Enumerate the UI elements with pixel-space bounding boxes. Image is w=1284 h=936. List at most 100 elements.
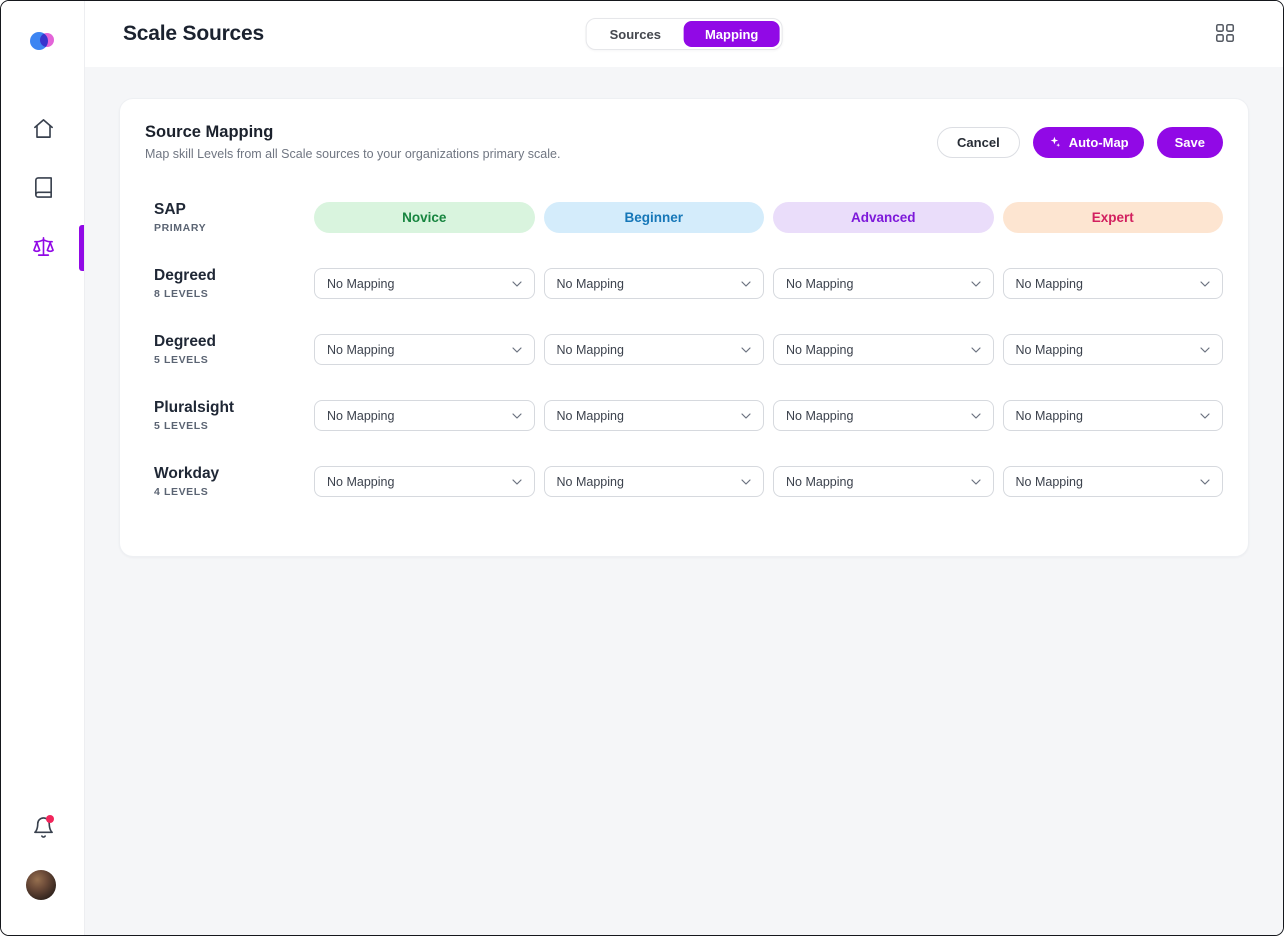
dropdown-value: No Mapping <box>556 342 624 357</box>
source-name: Degreed <box>154 333 217 350</box>
dropdown-value: No Mapping <box>327 474 395 489</box>
mapping-row-pluralsight: Pluralsight 5 LEVELS No Mapping No Mappi… <box>145 399 1223 432</box>
tab-mapping[interactable]: Mapping <box>683 21 780 47</box>
sidebar-item-home[interactable] <box>29 116 57 144</box>
save-button[interactable]: Save <box>1156 126 1223 158</box>
mapping-dropdown[interactable]: No Mapping <box>314 268 535 299</box>
sparkles-icon <box>1048 135 1062 149</box>
mapping-dropdown[interactable]: No Mapping <box>1002 400 1223 431</box>
level-pill-novice: Novice <box>314 202 535 233</box>
mapping-dropdown[interactable]: No Mapping <box>1002 466 1223 497</box>
sidebar <box>1 1 85 935</box>
notifications-button[interactable] <box>29 815 57 843</box>
dropdown-value: No Mapping <box>327 342 395 357</box>
view-switcher: Sources Mapping <box>585 18 783 50</box>
source-name: Degreed <box>154 267 217 284</box>
mapping-row-degreed-8: Degreed 8 LEVELS No Mapping No Mapping N… <box>145 267 1223 300</box>
chevron-down-icon <box>738 408 754 424</box>
dropdown-value: No Mapping <box>1015 342 1083 357</box>
mapping-row-workday: Workday 4 LEVELS No Mapping No Mapping N… <box>145 465 1223 498</box>
mapping-dropdown[interactable]: No Mapping <box>314 400 535 431</box>
notification-badge <box>46 815 54 823</box>
grid-icon <box>1214 22 1236 47</box>
content-area: Source Mapping Map skill Levels from all… <box>85 67 1283 935</box>
dropdown-value: No Mapping <box>786 276 854 291</box>
home-icon <box>32 117 55 143</box>
mapping-dropdown[interactable]: No Mapping <box>543 400 764 431</box>
dropdown-value: No Mapping <box>556 276 624 291</box>
scales-icon <box>32 235 55 261</box>
mapping-dropdown[interactable]: No Mapping <box>773 334 994 365</box>
source-sublabel: 8 LEVELS <box>154 288 209 300</box>
row-label: Workday 4 LEVELS <box>145 465 305 498</box>
card-title: Source Mapping <box>145 123 274 141</box>
sidebar-item-library[interactable] <box>29 175 57 203</box>
mapping-dropdown[interactable]: No Mapping <box>543 466 764 497</box>
sidebar-item-scales[interactable] <box>29 234 57 262</box>
dropdown-value: No Mapping <box>786 342 854 357</box>
dropdown-value: No Mapping <box>1015 408 1083 423</box>
dropdown-value: No Mapping <box>1015 276 1083 291</box>
chevron-down-icon <box>968 342 984 358</box>
level-pill-beginner: Beginner <box>543 202 764 233</box>
mapping-dropdown[interactable]: No Mapping <box>314 466 535 497</box>
source-name: Pluralsight <box>154 399 235 416</box>
chevron-down-icon <box>738 474 754 490</box>
source-sublabel: 4 LEVELS <box>154 486 209 498</box>
active-nav-indicator <box>79 225 84 271</box>
cancel-button[interactable]: Cancel <box>937 126 1020 158</box>
mapping-dropdown[interactable]: No Mapping <box>773 400 994 431</box>
tab-sources[interactable]: Sources <box>589 21 682 47</box>
auto-map-label: Auto-Map <box>1068 134 1129 150</box>
source-name: SAP <box>154 201 186 218</box>
chevron-down-icon <box>1197 342 1213 358</box>
chevron-down-icon <box>968 408 984 424</box>
mapping-dropdown[interactable]: No Mapping <box>1002 268 1223 299</box>
mapping-dropdown[interactable]: No Mapping <box>773 268 994 299</box>
mapping-dropdown[interactable]: No Mapping <box>543 268 764 299</box>
source-sublabel: 5 LEVELS <box>154 420 209 432</box>
chevron-down-icon <box>968 276 984 292</box>
level-pill-expert: Expert <box>1002 202 1223 233</box>
chevron-down-icon <box>738 342 754 358</box>
row-label: Degreed 8 LEVELS <box>145 267 305 300</box>
row-label: Degreed 5 LEVELS <box>145 333 305 366</box>
source-sublabel: 5 LEVELS <box>154 354 209 366</box>
mapping-dropdown[interactable]: No Mapping <box>1002 334 1223 365</box>
mapping-row-degreed-5: Degreed 5 LEVELS No Mapping No Mapping N… <box>145 333 1223 366</box>
chevron-down-icon <box>509 342 525 358</box>
chevron-down-icon <box>1197 276 1213 292</box>
app-logo <box>30 30 56 52</box>
level-pill-advanced: Advanced <box>773 202 994 233</box>
mapping-dropdown[interactable]: No Mapping <box>543 334 764 365</box>
apps-grid-button[interactable] <box>1211 20 1239 48</box>
dropdown-value: No Mapping <box>556 474 624 489</box>
main-area: Scale Sources Sources Mapping Source <box>85 1 1283 935</box>
top-bar: Scale Sources Sources Mapping <box>85 1 1283 67</box>
dropdown-value: No Mapping <box>1015 474 1083 489</box>
user-avatar[interactable] <box>26 870 56 900</box>
chevron-down-icon <box>509 276 525 292</box>
chevron-down-icon <box>1197 408 1213 424</box>
logo-pink-circle <box>40 33 54 47</box>
card-actions: Cancel Auto-Map Save <box>937 126 1223 158</box>
chevron-down-icon <box>968 474 984 490</box>
source-name: Workday <box>154 465 220 482</box>
card-subtitle: Map skill Levels from all Scale sources … <box>145 147 561 161</box>
row-label: SAP PRIMARY <box>145 201 305 234</box>
dropdown-value: No Mapping <box>786 474 854 489</box>
mapping-dropdown[interactable]: No Mapping <box>314 334 535 365</box>
book-icon <box>32 176 55 202</box>
auto-map-button[interactable]: Auto-Map <box>1032 126 1144 158</box>
chevron-down-icon <box>738 276 754 292</box>
mapping-dropdown[interactable]: No Mapping <box>773 466 994 497</box>
source-mapping-card: Source Mapping Map skill Levels from all… <box>119 98 1249 557</box>
page-title: Scale Sources <box>123 22 264 45</box>
chevron-down-icon <box>509 408 525 424</box>
dropdown-value: No Mapping <box>327 408 395 423</box>
dropdown-value: No Mapping <box>556 408 624 423</box>
chevron-down-icon <box>1197 474 1213 490</box>
chevron-down-icon <box>509 474 525 490</box>
source-sublabel: PRIMARY <box>154 222 207 234</box>
